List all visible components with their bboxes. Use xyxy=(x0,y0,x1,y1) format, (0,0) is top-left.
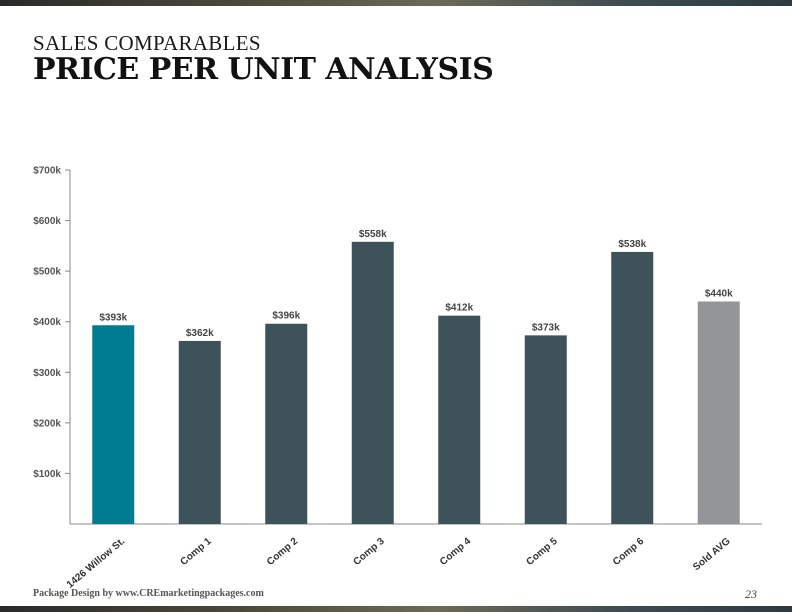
bar-value-label: $558k xyxy=(359,229,387,240)
x-category-label: Comp 1 xyxy=(179,536,214,568)
footer-credit: Package Design by www.CREmarketingpackag… xyxy=(33,588,264,599)
bar-value-label: $373k xyxy=(532,322,560,333)
x-category-label: 1426 Willow St. xyxy=(65,536,128,590)
bar-value-label: $396k xyxy=(272,311,300,322)
y-tick-label: $700k xyxy=(33,166,61,177)
bar-3 xyxy=(351,241,394,524)
section-eyebrow: SALES COMPARABLES xyxy=(33,31,261,55)
page-number: 23 xyxy=(745,587,757,601)
bar-value-label: $538k xyxy=(618,239,646,250)
bar-6 xyxy=(611,251,654,524)
y-tick-label: $200k xyxy=(33,418,61,429)
x-category-label: Comp 3 xyxy=(352,536,387,568)
bar-value-label: $440k xyxy=(705,288,733,299)
y-tick-label: $600k xyxy=(33,216,61,227)
y-tick-label: $400k xyxy=(33,317,61,328)
page-title: PRICE PER UNIT ANALYSIS xyxy=(33,52,494,87)
y-tick-label: $300k xyxy=(33,368,61,379)
bottom-accent-bar xyxy=(0,606,792,612)
bar-value-label: $412k xyxy=(445,303,473,314)
x-category-label: Comp 6 xyxy=(611,536,646,568)
x-category-label: Comp 2 xyxy=(265,536,300,568)
x-category-label: Comp 5 xyxy=(525,536,560,568)
y-tick-label: $500k xyxy=(33,267,61,278)
bar-7 xyxy=(697,301,740,524)
bar-2 xyxy=(265,323,308,524)
price-per-unit-bar-chart: $100k $200k $300k $400k $500k $600k $700k $393k… xyxy=(33,166,762,590)
bar-value-label: $362k xyxy=(186,328,214,339)
bar-0 xyxy=(92,325,135,524)
top-accent-bar xyxy=(0,0,792,6)
x-category-label: Comp 4 xyxy=(438,536,473,568)
bar-5 xyxy=(524,335,567,524)
bar-1 xyxy=(178,340,221,524)
bar-value-label: $393k xyxy=(99,312,127,323)
y-tick-label: $100k xyxy=(33,469,61,480)
bar-4 xyxy=(438,315,481,524)
x-category-label: Sold AVG xyxy=(691,536,733,573)
